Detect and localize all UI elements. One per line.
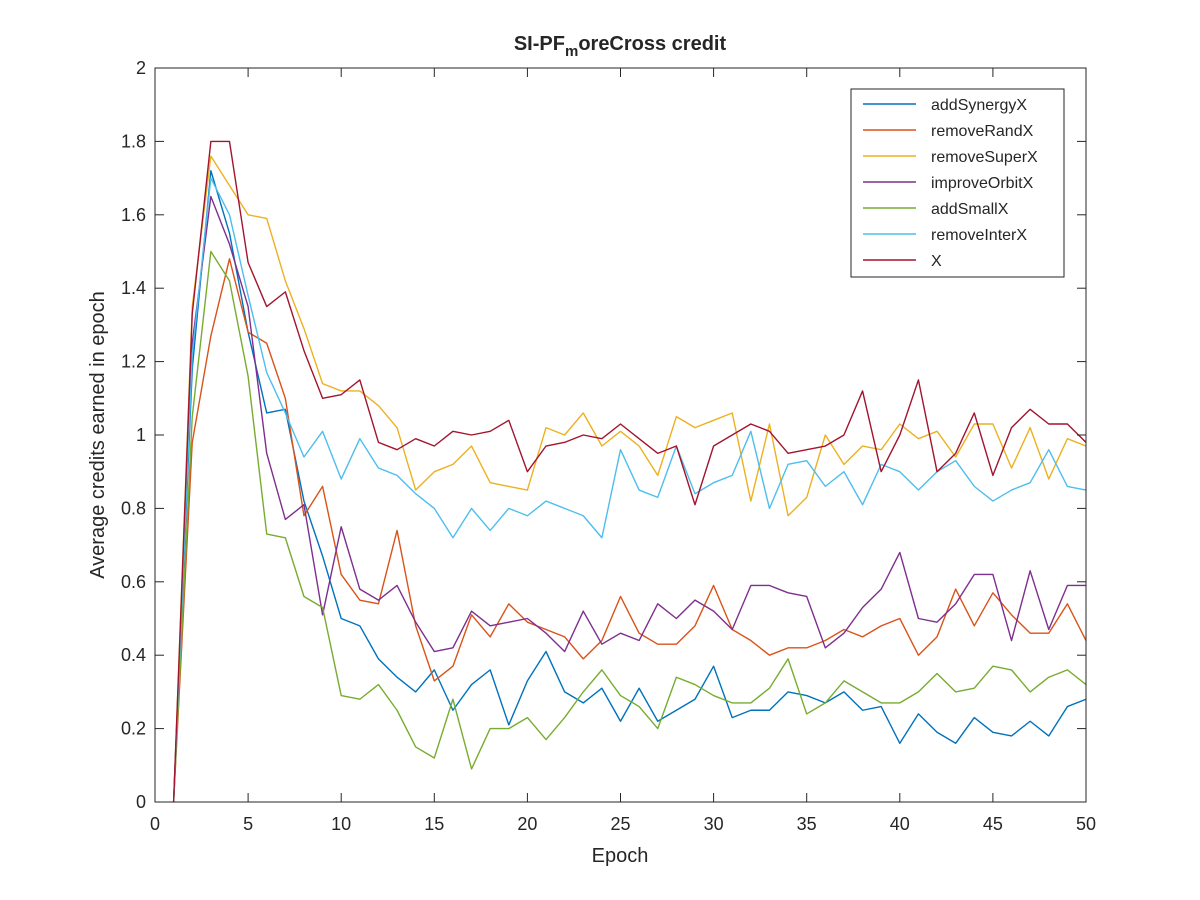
y-axis-label: Average credits earned in epoch <box>87 291 109 579</box>
legend-label: removeSuperX <box>931 149 1038 166</box>
x-tick-label: 20 <box>517 814 537 834</box>
y-tick-label: 0.6 <box>121 572 146 592</box>
series-line-removeSuperX <box>172 155 1087 803</box>
x-tick-label: 10 <box>331 814 351 834</box>
legend-item-removeRandX: removeRandX <box>863 123 1034 140</box>
legend-label: removeInterX <box>931 227 1027 244</box>
y-tick-label: 0 <box>136 792 146 812</box>
y-tick-label: 0.8 <box>121 498 146 518</box>
y-tick-label: 1.8 <box>121 131 146 151</box>
legend-item-X: X <box>863 253 942 270</box>
legend-item-addSmallX: addSmallX <box>863 201 1009 218</box>
series-line-removeRandX <box>172 258 1087 803</box>
series-line-X <box>172 140 1087 803</box>
x-tick-label: 50 <box>1076 814 1096 834</box>
x-axis-label: Epoch <box>592 845 649 867</box>
legend-label: improveOrbitX <box>931 175 1034 192</box>
legend-item-addSynergyX: addSynergyX <box>863 97 1027 114</box>
x-tick-label: 15 <box>424 814 444 834</box>
chart-title: SI-PFmoreCross credit <box>514 33 727 60</box>
legend-item-improveOrbitX: improveOrbitX <box>863 175 1034 192</box>
legend-item-removeSuperX: removeSuperX <box>863 149 1038 166</box>
plot-box <box>154 67 1087 803</box>
y-tick-label: 1.4 <box>121 278 146 298</box>
y-tick-label: 0.2 <box>121 719 146 739</box>
legend-item-removeInterX: removeInterX <box>863 227 1027 244</box>
legend-label: X <box>931 253 942 270</box>
legend-label: removeRandX <box>931 123 1034 140</box>
x-axis-ticks: 0 5 10 15 20 25 30 35 40 45 50 <box>150 68 1096 834</box>
x-tick-label: 45 <box>983 814 1003 834</box>
series-line-removeInterX <box>172 177 1087 803</box>
x-tick-label: 35 <box>797 814 817 834</box>
x-tick-label: 5 <box>243 814 253 834</box>
y-tick-label: 2 <box>136 58 146 78</box>
series-line-addSynergyX <box>172 170 1087 803</box>
series-line-improveOrbitX <box>172 195 1086 803</box>
legend-label: addSynergyX <box>931 97 1027 114</box>
x-tick-label: 25 <box>610 814 630 834</box>
x-tick-label: 0 <box>150 814 160 834</box>
y-axis-ticks: 0 0.2 0.4 0.6 0.8 1 1.2 1.4 1.6 1.8 2 <box>121 58 1086 812</box>
series-line-addSmallX <box>172 250 1087 803</box>
series-lines <box>172 140 1087 803</box>
legend: addSynergyX removeRandX removeSuperX improv… <box>850 88 1065 278</box>
y-tick-label: 1 <box>136 425 146 445</box>
x-tick-label: 30 <box>704 814 724 834</box>
y-tick-label: 1.6 <box>121 205 146 225</box>
x-tick-label: 40 <box>890 814 910 834</box>
y-tick-label: 1.2 <box>121 352 146 372</box>
y-tick-label: 0.4 <box>121 645 146 665</box>
legend-label: addSmallX <box>931 201 1009 218</box>
legend-box <box>850 88 1065 278</box>
